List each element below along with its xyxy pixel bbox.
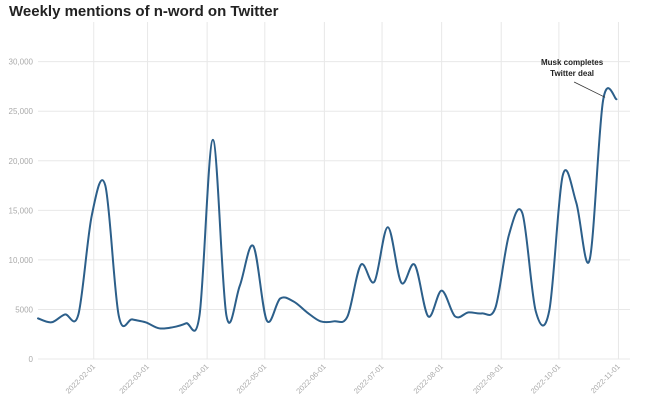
x-tick-label: 2022-11-01 (589, 362, 622, 395)
annotation-label: Twitter deal (550, 69, 594, 78)
x-tick-label: 2022-09-01 (471, 362, 504, 395)
annotation-layer: Musk completes Twitter deal (541, 58, 606, 98)
x-tick-label: 2022-07-01 (352, 362, 385, 395)
chart-title: Weekly mentions of n-word on Twitter (9, 3, 279, 20)
annotation-label: Musk completes (541, 58, 604, 67)
y-tick-label: 30,000 (9, 58, 34, 67)
x-axis-ticks: 2022-02-01 2022-03-01 2022-04-01 2022-05-01… (64, 362, 622, 395)
series-layer (37, 87, 618, 332)
x-tick-label: 2022-06-01 (294, 362, 327, 395)
y-tick-label: 25,000 (9, 107, 34, 116)
y-tick-label: 0 (29, 355, 34, 364)
y-axis-ticks: 0 5000 10,000 15,000 20,000 25,000 30,000 (9, 58, 34, 364)
x-tick-label: 2022-05-01 (235, 362, 268, 395)
gridlines (38, 22, 630, 360)
y-tick-label: 15,000 (9, 206, 34, 215)
y-tick-label: 10,000 (9, 256, 34, 265)
x-tick-label: 2022-04-01 (177, 362, 210, 395)
x-tick-label: 2022-08-01 (412, 362, 445, 395)
series-line (37, 87, 618, 332)
x-tick-label: 2022-03-01 (117, 362, 150, 395)
y-tick-label: 20,000 (9, 157, 34, 166)
y-tick-label: 5000 (15, 305, 33, 314)
annotation-pointer (573, 81, 606, 98)
x-tick-label: 2022-10-01 (529, 362, 562, 395)
x-tick-label: 2022-02-01 (64, 362, 97, 395)
